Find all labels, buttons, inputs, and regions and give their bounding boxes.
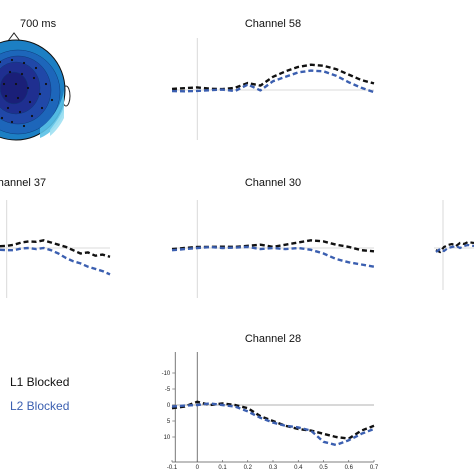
series-line-l2	[171, 245, 375, 268]
electrode-dot	[22, 61, 26, 65]
y-tick-label: 5	[167, 419, 171, 425]
plot-area	[172, 352, 374, 462]
electrode-dot	[8, 70, 12, 74]
y-tick-label: -5	[165, 387, 171, 393]
electrode-dot	[18, 110, 22, 114]
topomap-contour	[0, 71, 29, 105]
panel-title: Channel 58	[245, 18, 301, 30]
electrode-dot	[30, 114, 34, 118]
legend: L1 Blocked L2 Blocked	[10, 375, 69, 413]
partial-l2-line	[435, 243, 474, 253]
series-line-l1	[0, 239, 111, 258]
series-line-l1	[171, 400, 375, 440]
electrode-dots	[0, 58, 54, 128]
electrode-dot	[50, 98, 54, 102]
electrode-dot	[14, 82, 18, 86]
topomap: 700 ms	[0, 18, 71, 141]
legend-entry-l2: L2 Blocked	[10, 399, 69, 413]
topomap-warm-region	[40, 90, 64, 138]
x-tick-label: 0.6	[345, 465, 354, 471]
panel-channel-58: Channel 58	[171, 18, 375, 140]
electrode-dot	[28, 100, 32, 104]
electrode-dot	[6, 106, 10, 110]
electrode-dot	[34, 66, 38, 70]
partial-panel-right	[434, 200, 474, 290]
electrode-dot	[40, 106, 44, 110]
x-tick-label: 0.5	[319, 465, 328, 471]
x-tick-label: 0.7	[370, 465, 379, 471]
electrode-dot	[22, 124, 26, 128]
panel-title: Channel 37	[0, 177, 46, 189]
electrode-dot	[2, 82, 6, 86]
series-line-l1	[171, 239, 375, 253]
x-tick-label: 0.1	[218, 465, 227, 471]
x-tick-label: -0.1	[167, 465, 178, 471]
y-tick-label: 0	[167, 403, 171, 409]
head-nose	[7, 32, 21, 42]
electrode-dot	[16, 96, 20, 100]
y-tick-label: 10	[164, 435, 171, 441]
electrode-dot	[10, 120, 14, 124]
x-tick-label: 0.2	[244, 465, 253, 471]
x-tick-label: 0.3	[269, 465, 278, 471]
electrode-dot	[0, 116, 4, 120]
panel-title: Channel 30	[245, 177, 301, 189]
electrode-dot	[4, 94, 8, 98]
partial-l1-line	[435, 240, 474, 254]
electrode-dot	[20, 72, 24, 76]
panel-channel-37: Channel 37	[0, 177, 111, 298]
topomap-warm-region	[50, 106, 64, 136]
electrode-dot	[10, 58, 14, 62]
series-line-l1	[171, 63, 375, 91]
panel-channel-28: Channel 28 -0.1 0 0.1 0.2 0.3 0.4 0.5 0.6 0.7 -10 -…	[162, 333, 379, 471]
electrode-dot	[44, 82, 48, 86]
series-line-l2	[0, 246, 111, 276]
x-tick-label: 0.4	[294, 465, 303, 471]
x-tick-label: 0	[196, 465, 200, 471]
panel-title: Channel 28	[245, 333, 301, 345]
y-tick-label: -10	[162, 371, 171, 377]
electrode-dot	[0, 60, 2, 64]
electrode-dot	[26, 86, 30, 90]
topomap-title: 700 ms	[20, 18, 57, 30]
panel-channel-30: Channel 30	[171, 177, 375, 298]
electrode-dot	[32, 76, 36, 80]
legend-entry-l1: L1 Blocked	[10, 375, 69, 389]
series-line-l2	[171, 402, 375, 447]
series-line-l2	[171, 69, 375, 94]
electrode-dot	[38, 92, 42, 96]
